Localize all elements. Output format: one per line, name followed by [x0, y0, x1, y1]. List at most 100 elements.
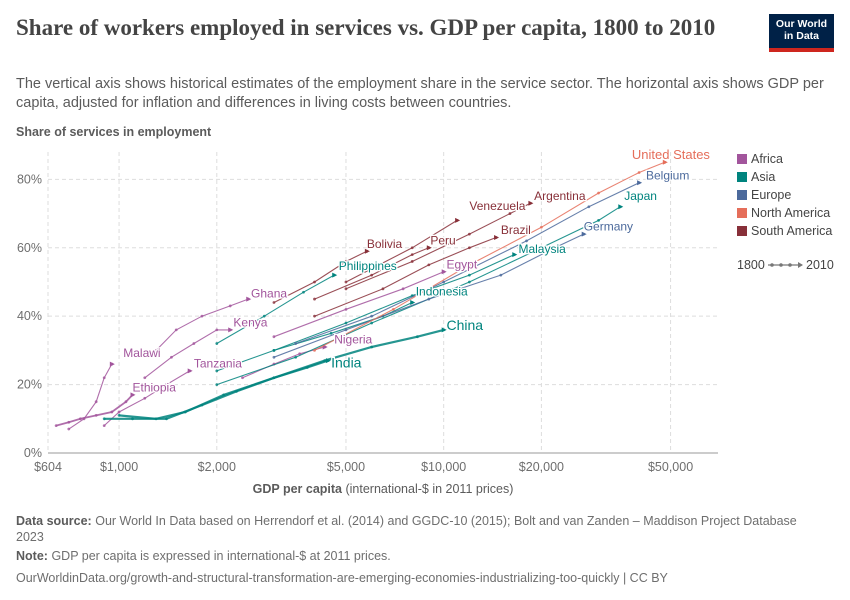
- data-point-tanzania[interactable]: [165, 383, 168, 386]
- data-point-japan[interactable]: [370, 321, 374, 325]
- data-point-brazil[interactable]: [427, 263, 431, 267]
- data-point-peru[interactable]: [410, 253, 414, 257]
- data-point-germany[interactable]: [427, 297, 431, 301]
- country-label-germany[interactable]: Germany: [582, 218, 634, 235]
- data-point-united-states[interactable]: [637, 171, 641, 174]
- data-point-malawi[interactable]: [82, 417, 86, 421]
- data-point-ethiopia[interactable]: [110, 410, 114, 414]
- data-point-ethiopia[interactable]: [94, 413, 98, 417]
- data-point-philippines[interactable]: [302, 290, 305, 294]
- data-point-china[interactable]: [183, 410, 187, 414]
- data-point-philippines[interactable]: [215, 342, 219, 345]
- legend-item-label[interactable]: Africa: [751, 152, 783, 166]
- legend-item-label[interactable]: North America: [751, 206, 830, 220]
- data-point-kenya[interactable]: [170, 355, 173, 359]
- data-point-brazil[interactable]: [467, 246, 471, 250]
- data-point-japan[interactable]: [539, 246, 543, 250]
- country-label-venezuela[interactable]: Venezuela: [468, 198, 527, 215]
- data-point-philippines[interactable]: [262, 314, 266, 318]
- series-line-philippines[interactable]: [216, 274, 335, 344]
- data-point-kenya[interactable]: [192, 342, 196, 345]
- data-point-ethiopia[interactable]: [124, 400, 128, 404]
- series-line-brazil[interactable]: [314, 236, 497, 317]
- country-label-ghana[interactable]: Ghana: [250, 285, 289, 302]
- legend-swatch[interactable]: [737, 208, 747, 218]
- data-point-venezuela[interactable]: [410, 246, 414, 250]
- legend-swatch[interactable]: [737, 172, 747, 182]
- country-label-indonesia[interactable]: Indonesia: [414, 283, 469, 300]
- data-point-indonesia[interactable]: [329, 331, 333, 335]
- data-point-egypt[interactable]: [344, 307, 348, 311]
- series-line-belgium[interactable]: [295, 182, 640, 345]
- data-point-bolivia[interactable]: [313, 280, 316, 284]
- data-point-united-states[interactable]: [597, 191, 600, 195]
- country-label-egypt[interactable]: Egypt: [445, 256, 479, 273]
- legend-swatch[interactable]: [737, 190, 747, 200]
- data-point-ghana[interactable]: [174, 328, 178, 332]
- series-line-china[interactable]: [118, 328, 444, 420]
- data-point-japan[interactable]: [215, 383, 219, 386]
- data-point-belgium[interactable]: [442, 280, 446, 284]
- time-range-start[interactable]: 1800: [737, 258, 765, 272]
- source-url[interactable]: OurWorldinData.org/growth-and-structural…: [16, 571, 668, 585]
- data-point-malawi[interactable]: [102, 376, 106, 380]
- legend-item-label[interactable]: South America: [751, 224, 832, 238]
- data-point-kenya[interactable]: [143, 376, 147, 380]
- data-point-argentina[interactable]: [508, 212, 512, 215]
- data-point-japan[interactable]: [467, 280, 471, 284]
- data-point-united-states[interactable]: [391, 307, 395, 311]
- data-point-japan[interactable]: [597, 219, 600, 222]
- country-label-tanzania[interactable]: Tanzania: [193, 355, 244, 372]
- legend-item-label[interactable]: Asia: [751, 170, 775, 184]
- data-point-china[interactable]: [154, 417, 158, 421]
- data-point-japan[interactable]: [294, 355, 298, 359]
- data-point-united-states[interactable]: [539, 225, 543, 229]
- data-point-china[interactable]: [323, 359, 327, 363]
- data-point-india[interactable]: [131, 417, 134, 421]
- country-label-ethiopia[interactable]: Ethiopia: [131, 379, 177, 396]
- data-point-brazil[interactable]: [313, 314, 316, 318]
- legend-swatch[interactable]: [737, 226, 747, 236]
- data-point-malawi[interactable]: [94, 400, 98, 404]
- data-point-belgium[interactable]: [370, 314, 374, 318]
- country-label-bolivia[interactable]: Bolivia: [366, 236, 404, 253]
- country-label-united-states[interactable]: United States: [631, 146, 712, 164]
- series-line-peru[interactable]: [314, 247, 430, 300]
- series-line-bolivia[interactable]: [273, 250, 368, 303]
- data-point-malaysia[interactable]: [344, 321, 348, 325]
- series-line-egypt[interactable]: [273, 271, 444, 338]
- data-point-china[interactable]: [222, 393, 226, 397]
- data-point-ethiopia[interactable]: [78, 417, 82, 421]
- data-point-germany[interactable]: [272, 355, 276, 359]
- country-label-japan[interactable]: Japan: [623, 188, 658, 205]
- data-point-united-states[interactable]: [467, 263, 471, 267]
- data-point-germany[interactable]: [553, 246, 557, 250]
- data-point-ethiopia[interactable]: [54, 424, 58, 428]
- country-label-kenya[interactable]: Kenya: [232, 314, 269, 331]
- series-line-ethiopia[interactable]: [55, 394, 134, 427]
- data-point-china[interactable]: [117, 413, 121, 417]
- country-label-india[interactable]: India: [330, 353, 363, 372]
- owid-logo[interactable]: Our World in Data: [769, 14, 834, 52]
- country-label-china[interactable]: China: [445, 316, 484, 335]
- data-point-egypt[interactable]: [272, 335, 276, 339]
- data-point-bolivia[interactable]: [272, 301, 276, 304]
- data-point-belgium[interactable]: [525, 239, 528, 243]
- data-point-nigeria[interactable]: [241, 376, 244, 380]
- data-point-egypt[interactable]: [401, 287, 405, 291]
- country-label-malaysia[interactable]: Malaysia: [517, 241, 567, 258]
- legend-swatch[interactable]: [737, 154, 747, 164]
- data-point-malaysia[interactable]: [272, 348, 276, 352]
- data-point-china[interactable]: [416, 335, 419, 339]
- country-label-peru[interactable]: Peru: [429, 232, 457, 249]
- data-point-argentina[interactable]: [344, 287, 348, 291]
- series-line-germany[interactable]: [273, 233, 584, 358]
- data-point-germany[interactable]: [344, 328, 348, 332]
- data-point-argentina[interactable]: [467, 232, 471, 236]
- data-point-india[interactable]: [165, 417, 168, 421]
- legend-item-label[interactable]: Europe: [751, 188, 791, 202]
- data-point-tanzania[interactable]: [102, 424, 106, 428]
- data-point-venezuela[interactable]: [344, 280, 348, 284]
- data-point-tanzania[interactable]: [143, 396, 147, 400]
